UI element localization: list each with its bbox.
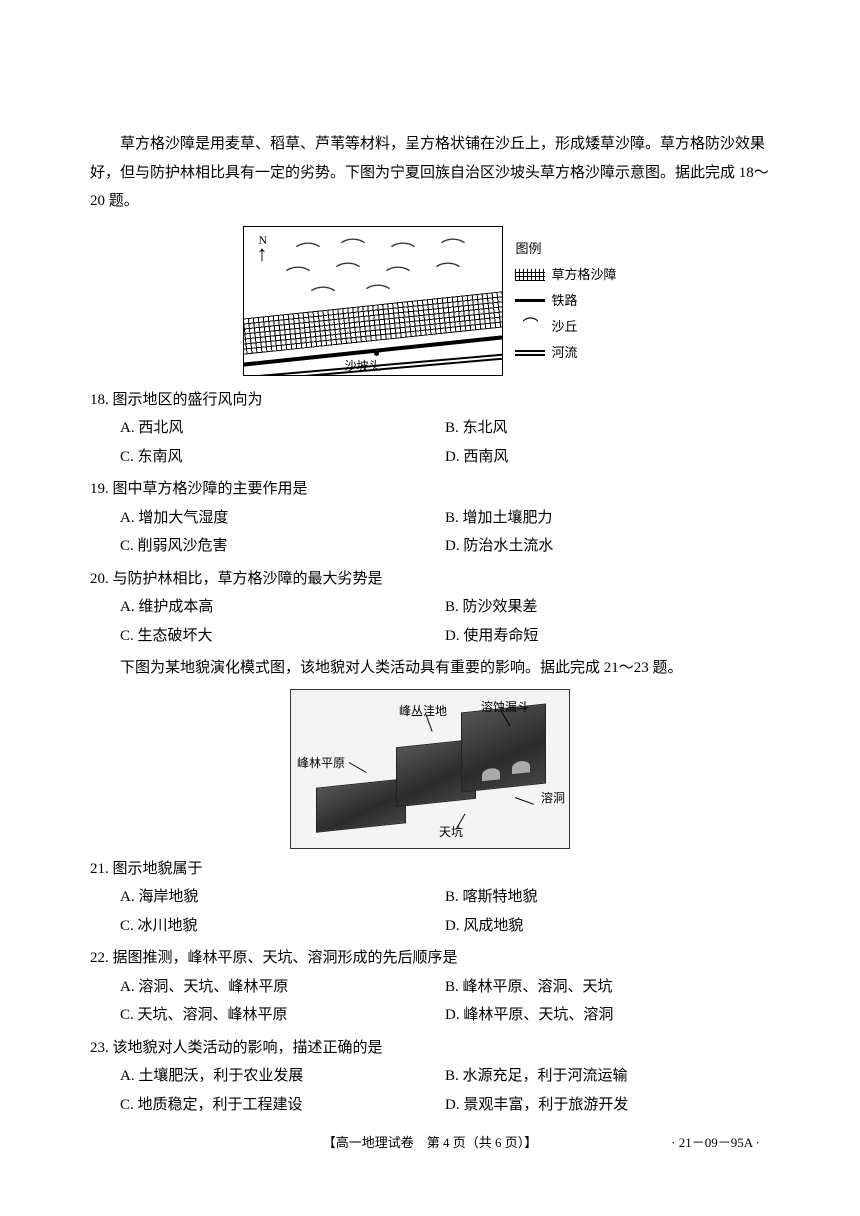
block-1 bbox=[316, 778, 406, 832]
q18-stem: 18. 图示地区的盛行风向为 bbox=[90, 386, 770, 415]
north-arrow bbox=[256, 233, 267, 275]
cave-icon bbox=[512, 760, 530, 774]
legend-rail: 铁路 bbox=[551, 288, 577, 314]
q18-a: A. 西北风 bbox=[120, 414, 445, 443]
leader-line bbox=[515, 797, 534, 805]
q19-c: C. 削弱风沙危害 bbox=[120, 532, 445, 561]
label-fengcong: 峰丛洼地 bbox=[399, 700, 447, 723]
leader-line bbox=[349, 762, 367, 773]
legend-river-icon bbox=[515, 350, 545, 356]
legend-title: 图例 bbox=[515, 236, 616, 262]
dune-icon: ⌒ bbox=[436, 255, 461, 289]
dune-icon: ⌒ bbox=[336, 255, 361, 289]
q21-c: C. 冰川地貌 bbox=[120, 912, 445, 941]
q19-d: D. 防治水土流水 bbox=[445, 532, 770, 561]
q18-c: C. 东南风 bbox=[120, 443, 445, 472]
question-22: 22. 据图推测，峰林平原、天坑、溶洞形成的先后顺序是 A. 溶洞、天坑、峰林平… bbox=[90, 944, 770, 1030]
cave-icon bbox=[482, 767, 500, 781]
question-19: 19. 图中草方格沙障的主要作用是 A. 增加大气湿度 B. 增加土壤肥力 C.… bbox=[90, 475, 770, 561]
q19-a: A. 增加大气湿度 bbox=[120, 504, 445, 533]
q19-b: B. 增加土壤肥力 bbox=[445, 504, 770, 533]
page-code: · 21－09－95A · bbox=[671, 1131, 760, 1156]
q20-stem: 20. 与防护林相比，草方格沙障的最大劣势是 bbox=[90, 565, 770, 594]
q22-d: D. 峰林平原、天坑、溶洞 bbox=[445, 1001, 770, 1030]
q21-b: B. 喀斯特地貌 bbox=[445, 883, 770, 912]
q22-a: A. 溶洞、天坑、峰林平原 bbox=[120, 973, 445, 1002]
q18-d: D. 西南风 bbox=[445, 443, 770, 472]
q20-c: C. 生态破坏大 bbox=[120, 622, 445, 651]
q20-b: B. 防沙效果差 bbox=[445, 593, 770, 622]
question-18: 18. 图示地区的盛行风向为 A. 西北风 B. 东北风 C. 东南风 D. 西… bbox=[90, 386, 770, 472]
intro-2: 下图为某地貌演化模式图，该地貌对人类活动具有重要的影响。据此完成 21～23 题… bbox=[90, 654, 770, 683]
q21-d: D. 风成地貌 bbox=[445, 912, 770, 941]
figure-1: ⌒ ⌒ ⌒ ⌒ ⌒ ⌒ ⌒ ⌒ ⌒ ⌒ 沙坡头 图例 草方格沙障 铁路 ⌒ 沙丘 … bbox=[90, 226, 770, 376]
label-fenglin: 峰林平原 bbox=[297, 752, 345, 775]
question-20: 20. 与防护林相比，草方格沙障的最大劣势是 A. 维护成本高 B. 防沙效果差… bbox=[90, 565, 770, 651]
legend-grid: 草方格沙障 bbox=[551, 262, 616, 288]
legend-rail-icon bbox=[515, 299, 545, 302]
map: ⌒ ⌒ ⌒ ⌒ ⌒ ⌒ ⌒ ⌒ ⌒ ⌒ 沙坡头 bbox=[243, 226, 503, 376]
q21-stem: 21. 图示地貌属于 bbox=[90, 855, 770, 884]
q23-c: C. 地质稳定，利于工程建设 bbox=[120, 1091, 445, 1120]
legend: 图例 草方格沙障 铁路 ⌒ 沙丘 河流 bbox=[515, 236, 616, 366]
label-loudou: 溶蚀漏斗 bbox=[481, 696, 529, 719]
legend-dune-icon: ⌒ bbox=[515, 321, 545, 333]
q20-d: D. 使用寿命短 bbox=[445, 622, 770, 651]
q22-c: C. 天坑、溶洞、峰林平原 bbox=[120, 1001, 445, 1030]
q23-d: D. 景观丰富，利于旅游开发 bbox=[445, 1091, 770, 1120]
question-21: 21. 图示地貌属于 A. 海岸地貌 B. 喀斯特地貌 C. 冰川地貌 D. 风… bbox=[90, 855, 770, 941]
legend-river: 河流 bbox=[551, 340, 577, 366]
q23-a: A. 土壤肥沃，利于农业发展 bbox=[120, 1062, 445, 1091]
q21-a: A. 海岸地貌 bbox=[120, 883, 445, 912]
dune-icon: ⌒ bbox=[286, 259, 311, 293]
q23-b: B. 水源充足，利于河流运输 bbox=[445, 1062, 770, 1091]
q19-stem: 19. 图中草方格沙障的主要作用是 bbox=[90, 475, 770, 504]
dune-icon: ⌒ bbox=[311, 279, 336, 313]
q22-stem: 22. 据图推测，峰林平原、天坑、溶洞形成的先后顺序是 bbox=[90, 944, 770, 973]
q23-stem: 23. 该地貌对人类活动的影响，描述正确的是 bbox=[90, 1034, 770, 1063]
figure-2: 峰林平原 峰丛洼地 溶蚀漏斗 天坑 溶洞 bbox=[90, 689, 770, 849]
q18-b: B. 东北风 bbox=[445, 414, 770, 443]
question-23: 23. 该地貌对人类活动的影响，描述正确的是 A. 土壤肥沃，利于农业发展 B.… bbox=[90, 1034, 770, 1120]
q20-a: A. 维护成本高 bbox=[120, 593, 445, 622]
label-rongdong: 溶洞 bbox=[541, 787, 565, 810]
q22-b: B. 峰林平原、溶洞、天坑 bbox=[445, 973, 770, 1002]
legend-dune: 沙丘 bbox=[551, 314, 577, 340]
legend-grid-icon bbox=[515, 269, 545, 281]
intro-1: 草方格沙障是用麦草、稻草、芦苇等材料，呈方格状铺在沙丘上，形成矮草沙障。草方格防… bbox=[90, 130, 770, 216]
